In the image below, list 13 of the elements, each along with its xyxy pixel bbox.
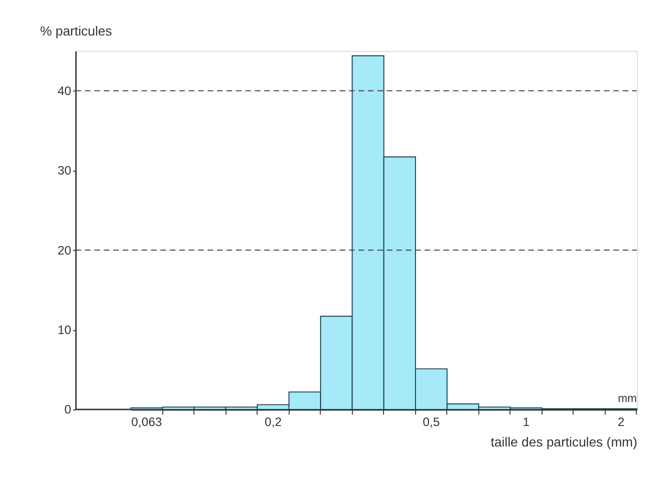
y-axis-title: % particules bbox=[40, 23, 112, 38]
x-axis-title: taille des particules (mm) bbox=[490, 434, 638, 450]
x-tick-label: 0,2 bbox=[264, 414, 282, 429]
annotation: mm bbox=[618, 392, 637, 405]
y-tick-label: 40 bbox=[58, 84, 72, 98]
y-tick-label: 10 bbox=[58, 323, 72, 338]
x-tick-label: 0,063 bbox=[131, 414, 162, 429]
y-tick-label: 30 bbox=[58, 164, 72, 178]
y-tick-label: 20 bbox=[58, 243, 72, 258]
x-tick-label: 2 bbox=[618, 414, 625, 429]
y-tick-label: 0 bbox=[64, 402, 72, 417]
x-tick-label: 1 bbox=[522, 414, 530, 429]
x-tick-label: 0,5 bbox=[422, 414, 440, 429]
